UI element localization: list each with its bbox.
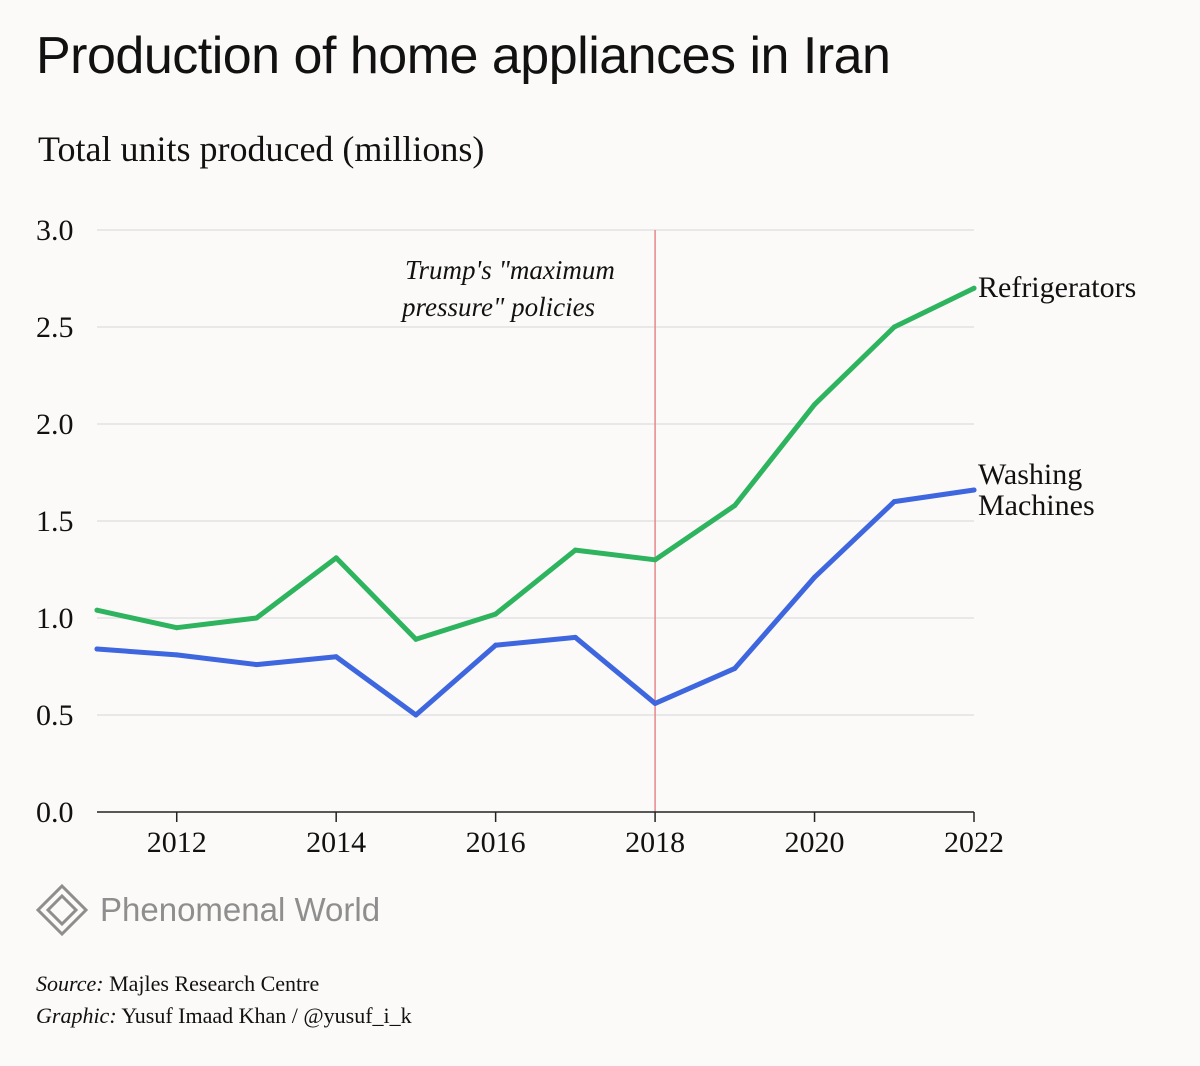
x-tick-label: 2012: [147, 826, 207, 859]
gridlines: [97, 229, 974, 716]
refrigerators-point: [732, 502, 738, 508]
x-tick-label: 2016: [466, 826, 526, 859]
x-tick-label: 2018: [625, 826, 685, 859]
y-tick-label: 3.0: [36, 214, 74, 247]
refrigerators-point: [253, 615, 259, 621]
series-label-line: Refrigerators: [978, 271, 1136, 304]
annotation-line-text: Trump's "maximum: [405, 255, 615, 285]
y-tick-label: 0.0: [36, 796, 74, 829]
washing-machines-point: [333, 654, 339, 660]
source-text: Majles Research Centre: [109, 971, 320, 996]
axes: 0.0 0.5 1.0 1.5 2.0 2.5 3.0 2012 2014 2016 2018 202…: [36, 214, 1004, 859]
source-credit: Source: Majles Research Centre: [36, 968, 412, 1000]
credits: Source: Majles Research Centre Graphic: …: [36, 968, 412, 1032]
washing-machines-point: [971, 487, 977, 493]
series-label-line: Machines: [978, 489, 1095, 522]
washing-machines-point: [732, 665, 738, 671]
refrigerators-point: [94, 607, 100, 613]
series-label-line: Washing: [978, 458, 1082, 491]
series-group: Refrigerators Washing Machines: [94, 271, 1136, 718]
line-chart: Trump's "maximum pressure" policies 0.00.…: [36, 214, 1136, 859]
washing-machines-point: [652, 700, 658, 706]
diamond-logo-icon: [36, 884, 88, 936]
y-tick-label: 2.0: [36, 408, 74, 441]
washing-machines-point: [174, 652, 180, 658]
graphic-text: Yusuf Imaad Khan / @yusuf_i_k: [121, 1003, 412, 1028]
x-tick-label: 2022: [944, 826, 1004, 859]
washing-machines-line: [94, 487, 977, 718]
chart-title: Production of home appliances in Iran: [36, 27, 891, 85]
brand-logo: Phenomenal World: [36, 884, 380, 936]
brand-name: Phenomenal World: [100, 891, 381, 928]
graphic-credit: Graphic: Yusuf Imaad Khan / @yusuf_i_k: [36, 1000, 412, 1032]
washing-machines-point: [413, 712, 419, 718]
refrigerators-point: [971, 285, 977, 291]
washing-machines-point: [253, 662, 259, 668]
refrigerators-point: [891, 324, 897, 330]
source-label: Source:: [36, 971, 104, 996]
washing-machines-label: Washing Machines: [978, 458, 1095, 522]
washing-machines-point: [572, 634, 578, 640]
annotation: Trump's "maximum pressure" policies: [400, 230, 656, 812]
washing-machines-point: [812, 574, 818, 580]
refrigerators-line: [94, 285, 977, 642]
x-tick-label: 2020: [785, 826, 845, 859]
y-tick-label: 2.5: [36, 311, 74, 344]
y-tick-label: 1.5: [36, 505, 74, 538]
refrigerators-point: [333, 555, 339, 561]
y-tick-label: 1.0: [36, 602, 74, 635]
y-tick-label: 0.5: [36, 699, 74, 732]
washing-machines-point: [94, 646, 100, 652]
annotation-line-text: pressure" policies: [400, 292, 595, 322]
refrigerators-point: [413, 636, 419, 642]
refrigerators-point: [572, 547, 578, 553]
annotation-label: Trump's "maximum pressure" policies: [400, 255, 615, 322]
washing-machines-point: [493, 642, 499, 648]
refrigerators-point: [493, 611, 499, 617]
refrigerators-point: [812, 402, 818, 408]
refrigerators-point: [174, 625, 180, 631]
chart-subtitle: Total units produced (millions): [38, 129, 485, 169]
x-tick-label: 2014: [306, 826, 366, 859]
washing-machines-point: [891, 499, 897, 505]
refrigerators-label: Refrigerators: [978, 271, 1136, 304]
refrigerators-point: [652, 557, 658, 563]
graphic-label: Graphic:: [36, 1003, 117, 1028]
